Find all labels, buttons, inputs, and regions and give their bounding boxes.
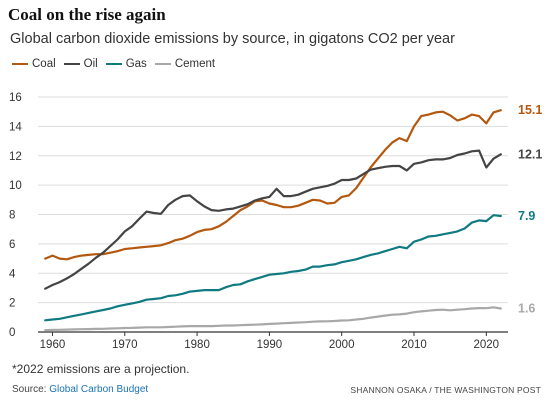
legend-swatch-oil: [63, 62, 80, 66]
y-tick-label: 12: [9, 151, 22, 163]
series-line-coal: [44, 109, 502, 261]
y-tick-label: 14: [9, 121, 22, 133]
y-tick-label: 4: [9, 268, 16, 280]
x-tick-label: 2020: [474, 339, 500, 351]
series-line-cement: [44, 306, 502, 332]
y-tick-label: 6: [9, 239, 15, 251]
x-tick-label: 1980: [184, 339, 210, 351]
x-tick-label: 2000: [329, 339, 355, 351]
y-tick-label: 8: [9, 210, 15, 222]
legend-label-cement: Cement: [174, 58, 216, 70]
source-link[interactable]: Global Carbon Budget: [49, 384, 149, 395]
legend-item-coal: Coal: [12, 58, 56, 70]
series-line-oil: [44, 149, 502, 290]
y-tick-label: 0: [9, 327, 15, 339]
x-tick-label: 1960: [40, 339, 66, 351]
source-prefix: Source:: [12, 384, 50, 395]
y-tick-label: 10: [9, 180, 22, 192]
legend-item-cement: Cement: [154, 58, 216, 70]
x-tick-label: 1970: [112, 339, 138, 351]
legend-item-oil: Oil: [63, 58, 98, 70]
chart-legend: Coal Oil Gas Cement: [12, 58, 223, 70]
end-label-coal: 15.1: [518, 103, 542, 117]
credit-line: SHANNON OSAKA / THE WASHINGTON POST: [350, 385, 541, 395]
chart-subtitle: Global carbon dioxide emissions by sourc…: [10, 31, 455, 47]
end-label-oil: 12.1: [518, 147, 542, 161]
series-line-gas: [44, 214, 502, 322]
legend-label-oil: Oil: [83, 58, 98, 70]
y-tick-label: 2: [9, 298, 15, 310]
legend-swatch-cement: [154, 62, 171, 66]
chart-title: Coal on the rise again: [8, 5, 166, 24]
footnote: *2022 emissions are a projection.: [12, 362, 190, 376]
end-label-cement: 1.6: [518, 302, 535, 316]
x-tick-label: 1990: [257, 339, 283, 351]
legend-label-gas: Gas: [125, 58, 147, 70]
y-tick-label: 16: [9, 92, 22, 104]
legend-item-gas: Gas: [105, 58, 147, 70]
end-label-gas: 7.9: [518, 209, 535, 223]
legend-label-coal: Coal: [32, 58, 56, 70]
x-tick-label: 2010: [401, 339, 427, 351]
legend-swatch-gas: [105, 62, 122, 66]
legend-swatch-coal: [12, 62, 28, 66]
source-line: Source: Global Carbon Budget: [12, 384, 148, 395]
